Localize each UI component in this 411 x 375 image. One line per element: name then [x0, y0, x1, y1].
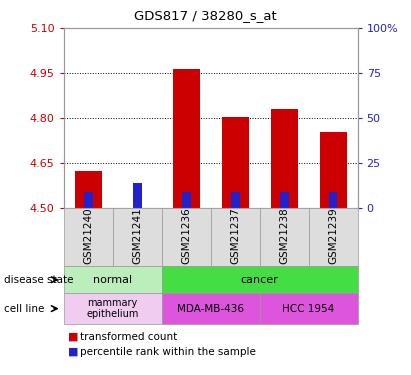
Bar: [280, 192, 289, 208]
Text: GSM21238: GSM21238: [279, 208, 289, 264]
Text: cell line: cell line: [4, 304, 44, 313]
Text: GSM21237: GSM21237: [230, 208, 240, 264]
Text: HCC 1954: HCC 1954: [282, 304, 335, 313]
Text: ■: ■: [68, 347, 79, 357]
Bar: [270, 109, 298, 208]
Text: GSM21240: GSM21240: [83, 208, 93, 264]
Text: cancer: cancer: [241, 275, 279, 285]
Bar: [75, 171, 102, 208]
Text: percentile rank within the sample: percentile rank within the sample: [80, 347, 256, 357]
Bar: [222, 117, 249, 208]
Text: MDA-MB-436: MDA-MB-436: [177, 304, 244, 313]
Text: mammary
epithelium: mammary epithelium: [86, 298, 139, 320]
Bar: [133, 183, 141, 208]
Text: transformed count: transformed count: [80, 332, 178, 342]
Text: ■: ■: [68, 332, 79, 342]
Bar: [173, 69, 200, 208]
Bar: [320, 132, 346, 208]
Text: normal: normal: [93, 275, 132, 285]
Text: GSM21241: GSM21241: [132, 208, 142, 264]
Text: disease state: disease state: [4, 275, 74, 285]
Text: GSM21239: GSM21239: [328, 208, 338, 264]
Bar: [231, 192, 240, 208]
Bar: [84, 192, 92, 208]
Bar: [124, 207, 151, 208]
Bar: [182, 192, 191, 208]
Text: GSM21236: GSM21236: [181, 208, 191, 264]
Bar: [329, 192, 337, 208]
Text: GDS817 / 38280_s_at: GDS817 / 38280_s_at: [134, 9, 277, 22]
